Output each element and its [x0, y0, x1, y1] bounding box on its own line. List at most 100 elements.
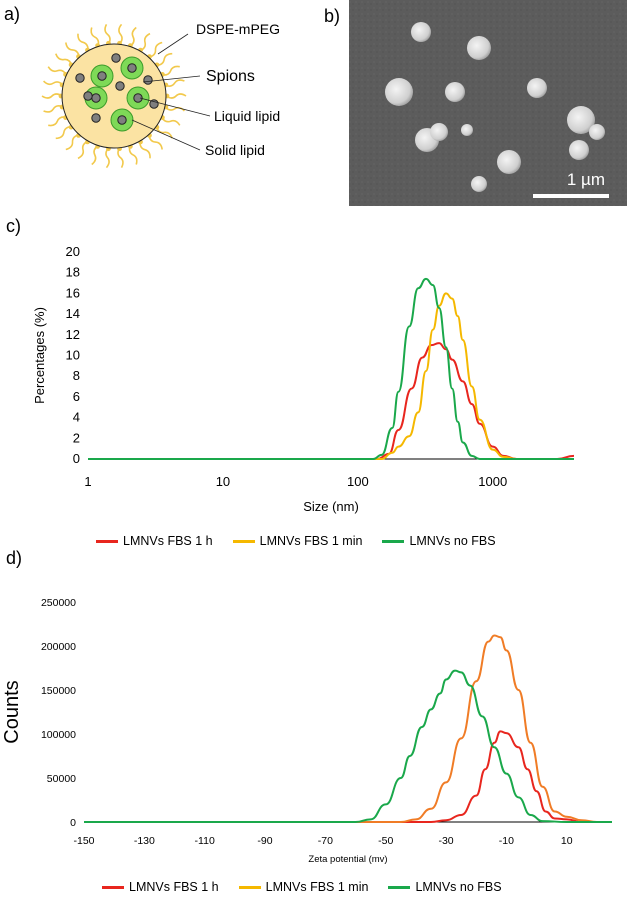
x-tick-label: -110: [195, 835, 215, 847]
lipid-tail: [77, 33, 89, 52]
x-tick-label: -130: [134, 835, 155, 847]
lipid-tail: [148, 134, 163, 150]
lipid-tail: [43, 80, 64, 86]
lipid-tail: [65, 42, 80, 58]
y-tick-label: 250000: [41, 597, 76, 609]
legend-swatch: [382, 539, 405, 543]
lipid-tail: [129, 26, 137, 48]
legend-swatch: [96, 539, 118, 543]
sem-texture: [349, 0, 627, 206]
lipid-tail: [165, 93, 187, 99]
x-tick-label: -70: [318, 835, 333, 847]
solid-leader-line: [131, 119, 201, 151]
y-tick-label: 18: [66, 265, 80, 280]
scale-bar-label: 1 µm: [566, 170, 605, 189]
spion: [115, 81, 125, 91]
lipid-tail: [160, 116, 181, 126]
panel-label-c: c): [6, 216, 21, 236]
lipid-tail: [118, 23, 123, 45]
sem-particle: [527, 78, 547, 98]
spion: [83, 91, 93, 101]
lipid-tail: [65, 133, 80, 151]
x-tick-label: 10: [561, 835, 573, 847]
legend-item-no-fbs: LMNVs no FBS: [388, 880, 502, 894]
y-tick-label: 20: [66, 244, 80, 259]
sem-particle: [445, 82, 465, 102]
y-tick-label: 6: [73, 389, 80, 404]
sem-particle: [411, 22, 431, 42]
liquid-lipid-label: Liquid lipid: [214, 108, 280, 124]
x-tick-label: -150: [73, 835, 94, 847]
lipid-tail: [139, 140, 151, 159]
series-line: [87, 342, 575, 460]
sem-particle: [467, 36, 491, 60]
y-axis-title: Percentages (%): [32, 307, 47, 404]
legend-label: LMNVs no FBS: [415, 880, 502, 894]
y-tick-label: 100000: [41, 729, 76, 741]
x-tick-label: -90: [257, 835, 272, 847]
y-tick-label: 0: [73, 451, 80, 466]
sem-particle: [589, 124, 605, 140]
size-distribution-chart: 0 2 4 6 8 10 12 14 16 18 20 1 10 100 1000 Size (nm) Perc…: [32, 244, 575, 514]
panel-label-b: b): [324, 6, 341, 26]
sem-particle: [497, 150, 521, 174]
lipid-tail: [148, 41, 163, 59]
liquid-leader-line: [139, 97, 211, 117]
legend-label: LMNVs FBS 1 min: [259, 534, 363, 548]
spion: [127, 63, 137, 73]
x-tick-label: -30: [438, 835, 453, 847]
legend-d: LMNVs FBS 1 h LMNVs FBS 1 min LMNVs no F…: [102, 880, 502, 894]
lipid-tail: [48, 116, 67, 127]
zeta-potential-chart: 0 50000 100000 150000 200000 250000 -150 -130 -1…: [1, 597, 612, 865]
y-axis-title: Counts: [1, 680, 23, 743]
y-tick-label: 16: [66, 285, 80, 300]
legend-label: LMNVs FBS 1 min: [265, 880, 369, 894]
spion: [117, 115, 127, 125]
nanovector-schematic: DSPE-mPEG Spions Liquid lipid Solid lipi…: [41, 21, 280, 169]
lipid-tail: [117, 147, 124, 168]
series-line: [83, 730, 612, 823]
legend-item-fbs-1min: LMNVs FBS 1 min: [238, 880, 369, 894]
y-tick-label: 10: [66, 348, 80, 363]
panel-label-a: a): [4, 4, 21, 24]
lipid-tail: [105, 147, 110, 169]
liquid-lipid-droplets: [84, 56, 150, 132]
sem-particle: [461, 124, 473, 136]
lipid-tail: [156, 52, 173, 67]
legend-item-fbs-1min: LMNVs FBS 1 min: [232, 534, 363, 548]
sem-particles: [385, 22, 605, 192]
x-axis-title: Size (nm): [303, 499, 359, 514]
x-axis-title: Zeta potential (mv): [308, 854, 387, 865]
spion: [91, 93, 101, 103]
series-line: [87, 292, 574, 460]
lipid-tail: [77, 140, 89, 160]
spion: [91, 113, 101, 123]
spion: [133, 93, 143, 103]
lipid-tail: [164, 79, 185, 87]
spions-leader-line: [142, 75, 201, 83]
lipid-tail: [41, 93, 63, 99]
y-tick-label: 12: [66, 327, 80, 342]
legend-c: LMNVs FBS 1 h LMNVs FBS 1 min LMNVs no F…: [96, 534, 496, 548]
y-tick-label: 200000: [41, 641, 76, 653]
x-tick-label: 10: [216, 474, 230, 489]
sem-micrograph: 1 µm: [349, 0, 627, 206]
lipid-tail: [47, 66, 68, 76]
sem-particle: [471, 176, 487, 192]
lipid-tail: [55, 125, 72, 140]
series-line: [83, 669, 612, 823]
x-tick-label: 1: [84, 474, 91, 489]
legend-label: LMNVs FBS 1 h: [123, 534, 213, 548]
legend-swatch: [388, 885, 411, 889]
spions: [75, 53, 159, 125]
x-tick-label: 100: [347, 474, 369, 489]
sem-particle: [567, 106, 595, 134]
lipid-tail: [104, 24, 111, 45]
y-tick-label: 2: [73, 430, 80, 445]
y-tick-label: 50000: [47, 773, 76, 785]
series-line: [83, 634, 612, 823]
legend-label: LMNVs no FBS: [409, 534, 496, 548]
y-tick-label: 4: [73, 410, 80, 425]
legend-swatch: [232, 539, 255, 543]
lipid-tail: [91, 144, 99, 166]
